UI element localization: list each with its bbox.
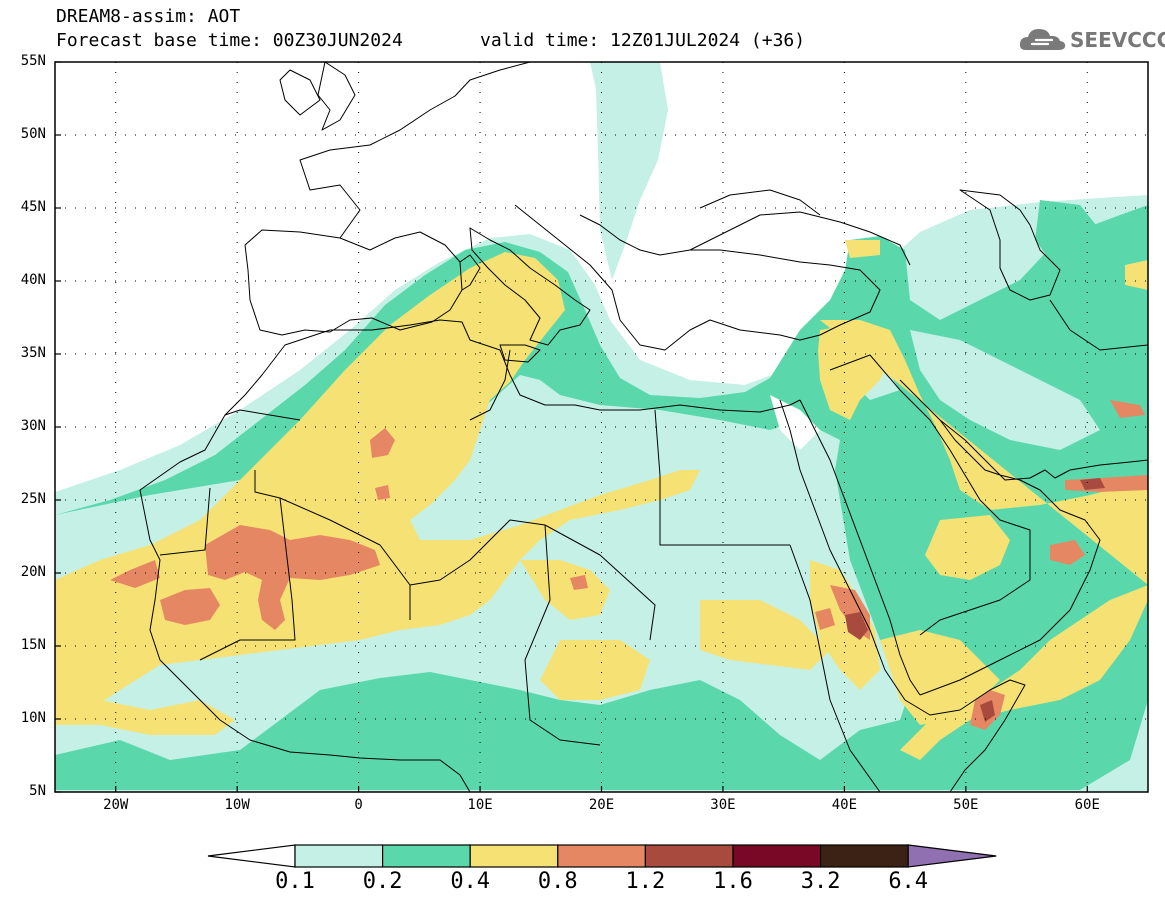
forecast-base-time: Forecast base time: 00Z30JUN2024 xyxy=(56,30,403,51)
model-title: DREAM8-assim: AOT xyxy=(56,6,241,27)
logo-text: SEEVCCC xyxy=(1070,28,1165,52)
colorbar-level-label: 0.4 xyxy=(450,869,491,894)
colorbar-segment xyxy=(644,844,734,868)
colorbar-segment xyxy=(557,844,646,868)
colorbar-under-arrow xyxy=(207,844,296,868)
lat-label: 40N xyxy=(20,272,46,288)
lon-label: 20E xyxy=(588,797,615,813)
lat-label: 15N xyxy=(20,637,46,653)
lon-label: 30E xyxy=(710,797,736,813)
colorbar-level-label: 0.2 xyxy=(362,869,403,894)
lat-label: 25N xyxy=(20,491,46,507)
lat-label: 35N xyxy=(20,345,46,361)
colorbar-segment xyxy=(469,844,559,868)
valid-time: valid time: 12Z01JUL2024 (+36) xyxy=(480,30,806,51)
lon-label: 10W xyxy=(224,797,250,813)
lon-label: 60E xyxy=(1074,797,1100,813)
lat-label: 20N xyxy=(20,564,46,580)
axis-ticks xyxy=(55,61,1088,793)
colorbar-segment xyxy=(732,844,822,868)
colorbar-over-arrow xyxy=(907,844,997,868)
graticule xyxy=(55,62,1148,792)
colorbar-segment xyxy=(294,844,384,868)
lon-label: 20W xyxy=(103,797,129,813)
lat-label: 55N xyxy=(20,53,46,69)
coastlines xyxy=(139,62,1148,792)
lat-label: 45N xyxy=(20,199,46,215)
lat-label: 50N xyxy=(20,126,46,142)
colorbar-level-label: 0.8 xyxy=(537,869,578,894)
lat-label: 30N xyxy=(20,418,46,434)
colorbar-level-label: 0.1 xyxy=(275,869,315,894)
lon-label: 50E xyxy=(953,797,979,813)
lat-label: 5N xyxy=(29,783,46,799)
colorbar-level-label: 1.2 xyxy=(625,869,666,894)
lon-label: 10E xyxy=(467,797,493,813)
colorbar-level-label: 3.2 xyxy=(800,869,841,894)
seevccc-logo: SEEVCCC xyxy=(1018,22,1165,58)
colorbar-segment xyxy=(382,844,471,868)
colorbar-level-label: 1.6 xyxy=(713,869,753,894)
aot-level-1-2 xyxy=(845,478,1105,722)
lon-label: 0 xyxy=(354,797,363,813)
colorbar xyxy=(207,844,997,868)
lat-label: 10N xyxy=(20,710,46,726)
cloud-icon xyxy=(1019,29,1066,50)
colorbar-level-label: 6.4 xyxy=(888,869,929,894)
colorbar-segment xyxy=(819,844,909,868)
lon-label: 40E xyxy=(831,797,858,813)
